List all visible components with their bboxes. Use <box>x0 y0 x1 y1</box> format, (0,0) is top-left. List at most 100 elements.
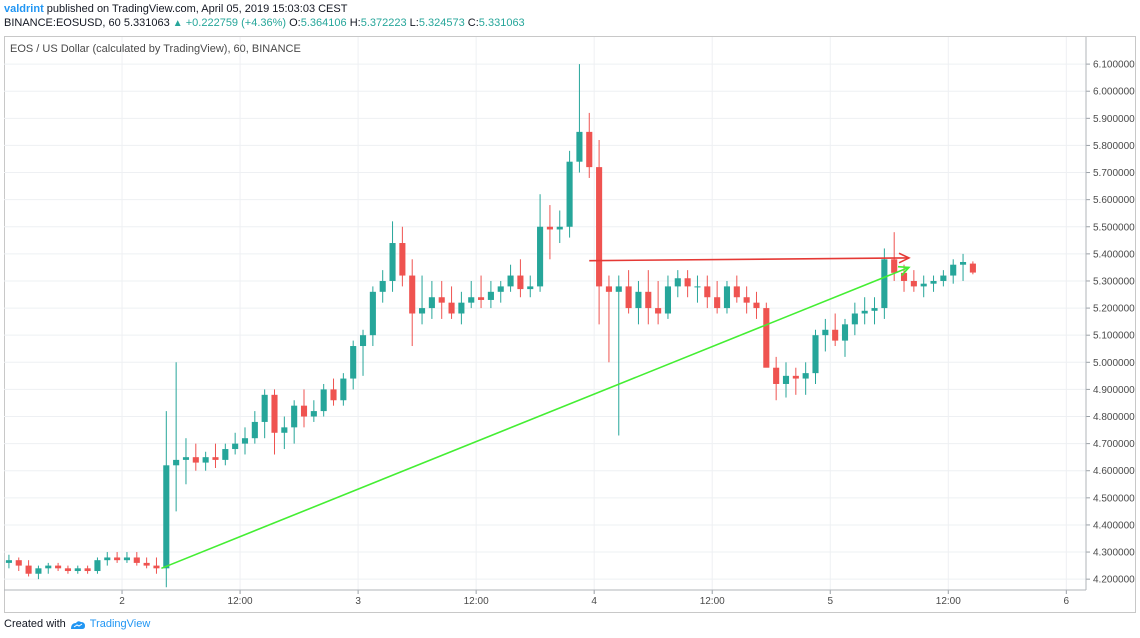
candle-body-up <box>310 411 317 417</box>
chart-frame <box>4 36 1136 613</box>
candle-body-down <box>832 329 839 341</box>
candle-body-down <box>704 286 711 298</box>
candle-body-down <box>714 297 721 309</box>
y-tick-label: 5.800000 <box>1093 141 1135 152</box>
candle-body-up <box>5 560 12 563</box>
candle-body-up <box>881 259 888 309</box>
x-tick-label: 2 <box>119 596 125 607</box>
candle-body-up <box>664 286 672 314</box>
candle-body-down <box>900 272 908 281</box>
candle-body-up <box>340 378 347 401</box>
candle-body-down <box>448 302 455 314</box>
y-tick-label: 4.600000 <box>1093 466 1135 477</box>
candle-body-up <box>940 275 947 281</box>
candle-body-down <box>969 263 976 273</box>
candle-body-up <box>458 302 465 314</box>
tradingview-logo-icon[interactable] <box>70 620 86 630</box>
candle-body-up <box>35 568 42 574</box>
y-tick-label: 4.300000 <box>1093 548 1135 559</box>
candle-body-up <box>173 459 180 466</box>
symbol-interval: BINANCE:EOSUSD, 60 <box>4 17 121 29</box>
candle-body-up <box>635 291 642 309</box>
candle-body-up <box>851 313 858 325</box>
candle-body-up <box>45 565 52 569</box>
candle-body-down <box>733 286 740 298</box>
candle-body-up <box>959 261 967 265</box>
y-tick-label: 5.900000 <box>1093 114 1135 125</box>
candle-body-up <box>497 286 504 292</box>
candle-body-up <box>389 243 396 281</box>
candle-body-up <box>920 283 927 287</box>
candle-body-down <box>753 302 760 309</box>
candle-body-down <box>133 557 140 563</box>
candle-body-down <box>792 375 799 379</box>
candle-body-down <box>300 405 308 417</box>
candle-body-up <box>94 560 101 572</box>
candle-body-up <box>222 449 229 460</box>
candle-body-up <box>861 310 868 314</box>
candle-body-up <box>615 286 622 292</box>
candle-body-up <box>350 346 357 379</box>
candle-body-up <box>241 438 249 444</box>
close-value: 5.331063 <box>478 17 525 29</box>
published-text: published on TradingView.com, April 05, … <box>43 3 348 15</box>
footer: Created with TradingView <box>4 618 150 630</box>
candle-body-down <box>517 275 524 290</box>
x-tick-label: 12:00 <box>700 596 725 607</box>
candle-body-up <box>930 280 937 284</box>
candle-body-down <box>84 568 91 572</box>
candle-body-up <box>163 465 170 569</box>
candle-body-down <box>605 286 612 292</box>
low-label: L: <box>409 17 419 29</box>
candle-body-up <box>527 286 534 290</box>
candle-body-up <box>369 291 376 336</box>
support-trendline-arrow <box>161 266 910 570</box>
resistance-arrow <box>589 257 909 262</box>
y-tick-label: 5.700000 <box>1093 168 1135 179</box>
candle-body-up <box>74 568 81 572</box>
candle-body-up <box>251 421 258 439</box>
tradingview-brand[interactable]: TradingView <box>89 618 151 630</box>
y-tick-label: 5.600000 <box>1093 195 1135 206</box>
candle-body-up <box>123 557 131 561</box>
candle-body-down <box>64 568 71 572</box>
author-name[interactable]: valdrint <box>4 3 44 15</box>
candle-body-up <box>694 286 701 288</box>
candle-body-down <box>25 565 32 574</box>
open-value: 5.364106 <box>300 17 347 29</box>
high-value: 5.372223 <box>360 17 407 29</box>
candle-body-down <box>114 557 121 561</box>
y-tick-label: 5.000000 <box>1093 358 1135 369</box>
resistance-arrow-head <box>898 252 911 264</box>
candle-body-up <box>291 405 298 428</box>
candle-body-down <box>743 297 750 303</box>
candle-body-down <box>773 367 780 384</box>
symbol-ohlc-bar: BINANCE:EOSUSD, 60 5.331063 ▲ +0.222759 … <box>4 17 525 29</box>
candle-body-down <box>478 297 485 300</box>
candle-body-down <box>645 291 652 309</box>
candle-body-up <box>468 297 475 303</box>
candle-body-up <box>428 297 435 309</box>
candle-body-up <box>871 308 878 311</box>
price-change: +0.222759 (+4.36%) <box>185 17 287 29</box>
publish-header: valdrint published on TradingView.com, A… <box>4 3 347 15</box>
candle-body-down <box>153 565 160 569</box>
candle-body-down <box>438 297 445 303</box>
y-tick-label: 4.800000 <box>1093 412 1135 423</box>
created-with-label: Created with <box>4 618 66 630</box>
candle-body-up <box>232 443 239 450</box>
y-tick-label: 4.900000 <box>1093 385 1135 396</box>
close-label: C: <box>467 17 479 29</box>
candle-body-up <box>418 308 426 314</box>
candle-body-down <box>271 394 278 433</box>
candle-body-up <box>674 278 681 287</box>
low-value: 5.324573 <box>418 17 465 29</box>
candle-body-down <box>684 278 691 287</box>
y-tick-label: 6.100000 <box>1093 60 1135 71</box>
candle-body-down <box>409 275 416 314</box>
candle-body-down <box>399 243 406 276</box>
x-tick-label: 4 <box>591 596 597 607</box>
candle-body-up <box>359 335 367 347</box>
x-tick-label: 3 <box>355 596 361 607</box>
